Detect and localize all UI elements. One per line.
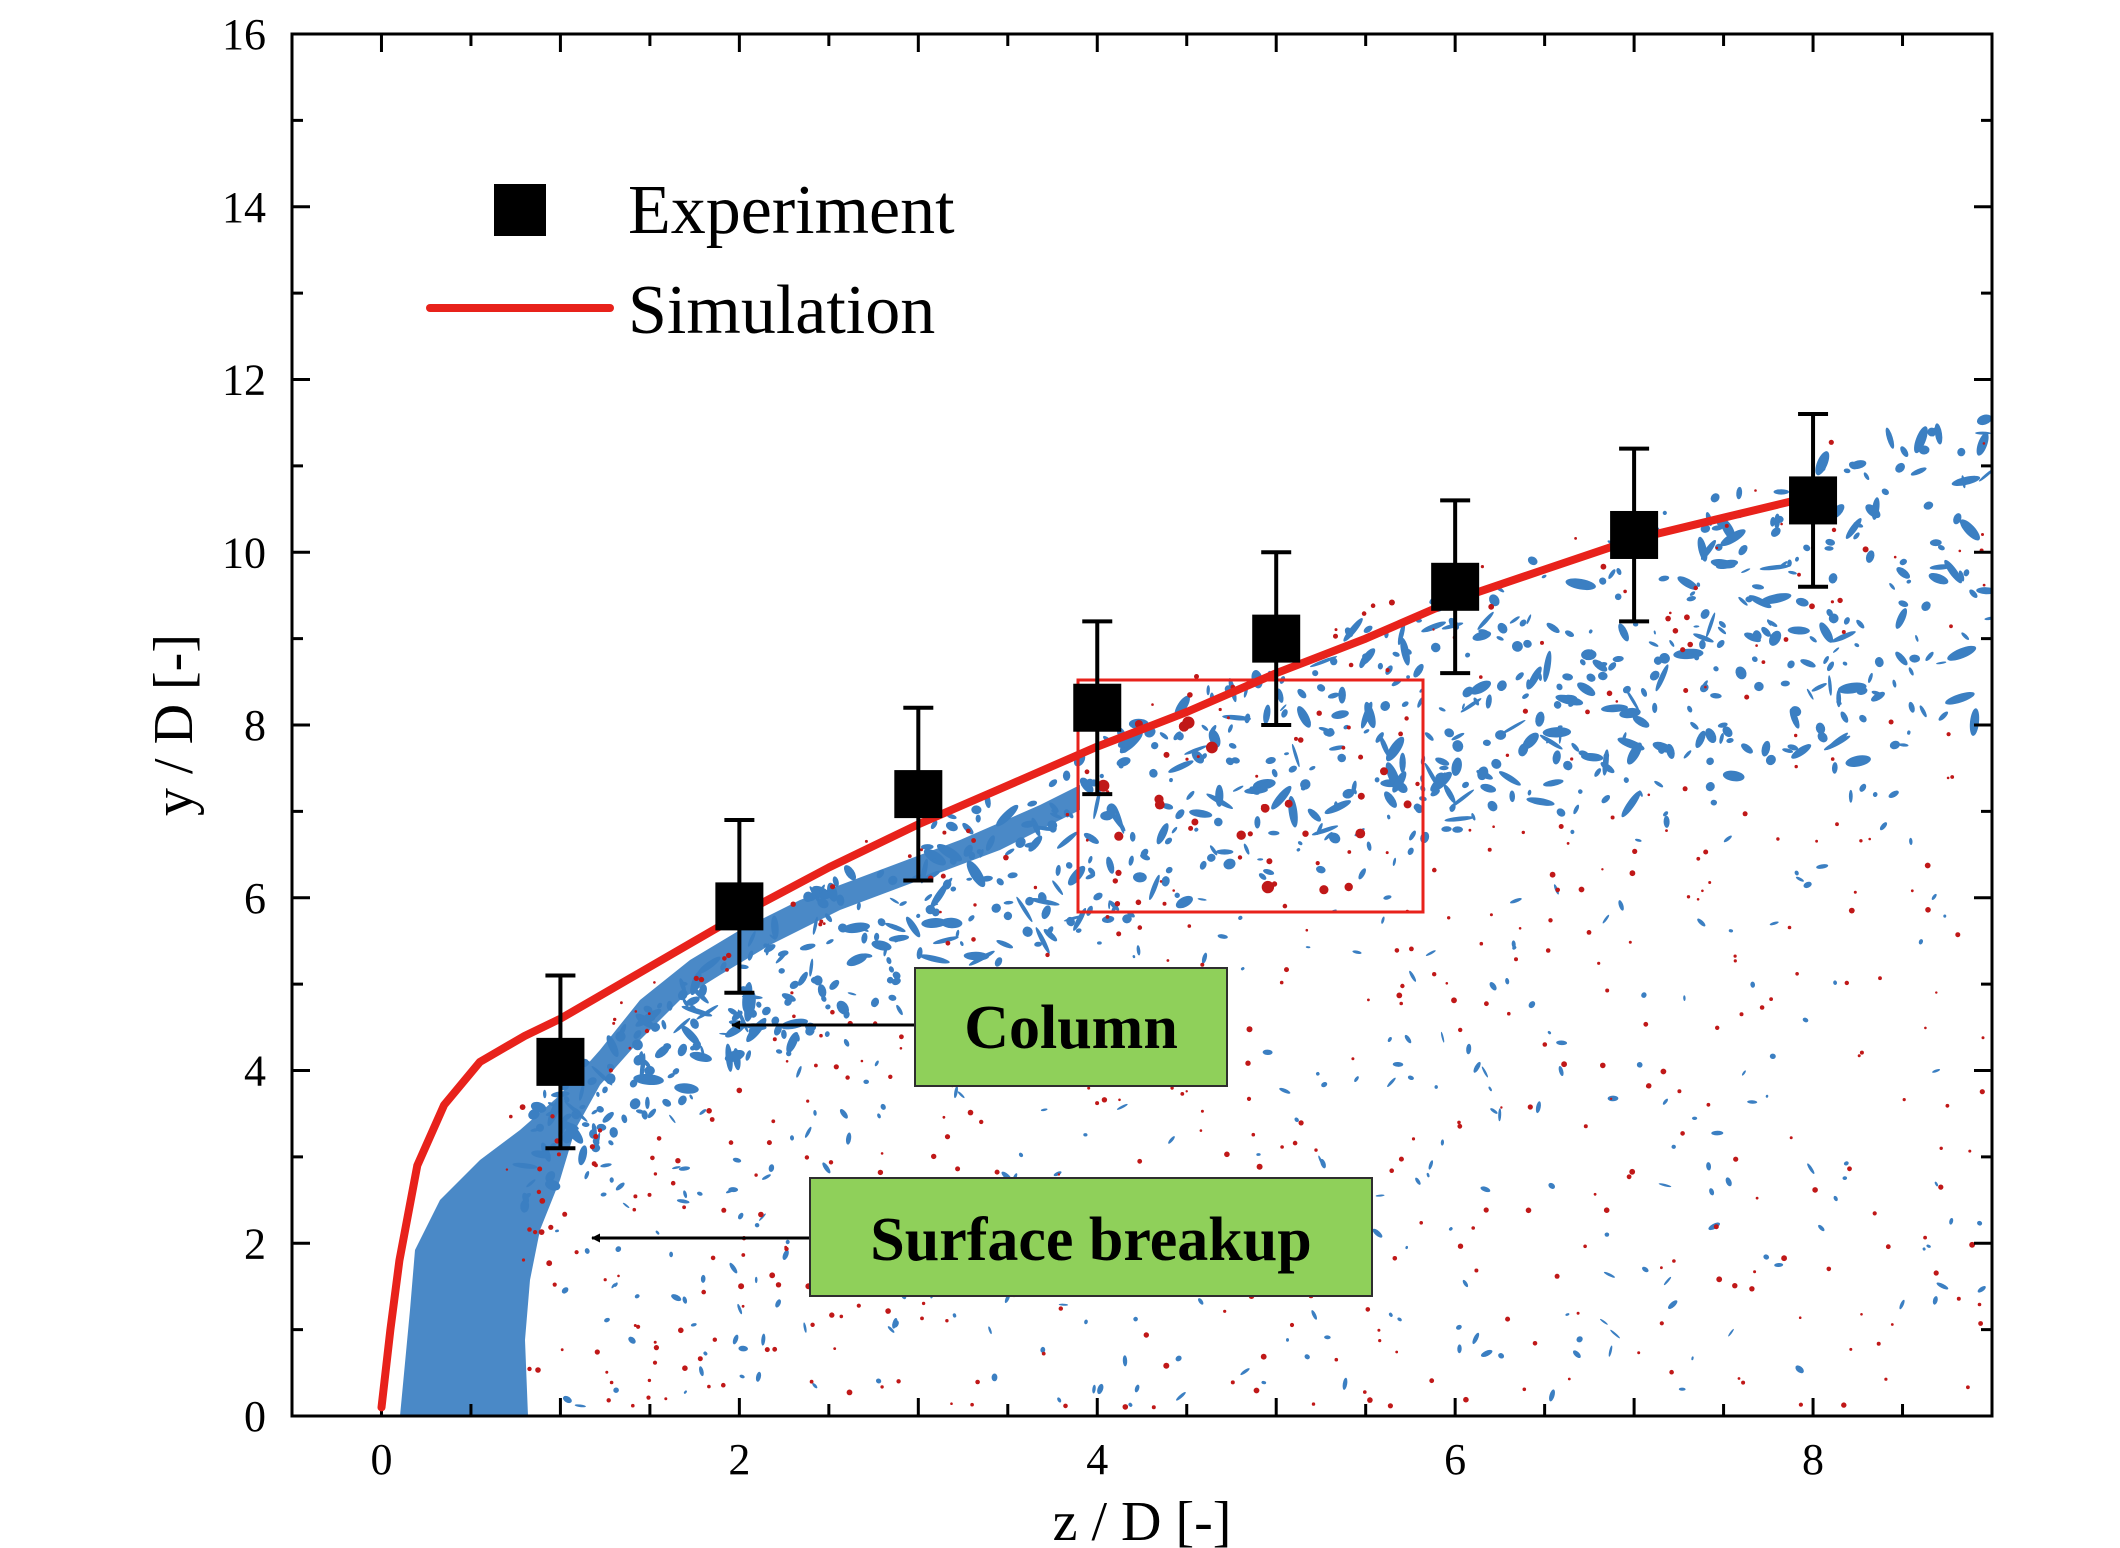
experiment-marker	[1073, 683, 1122, 732]
y-axis-label: y / D [-]	[143, 634, 205, 816]
y-tick-label: 10	[222, 528, 266, 577]
experiment-point	[536, 973, 585, 1151]
experiment-marker	[1431, 562, 1480, 611]
legend-label-simulation: Simulation	[628, 272, 935, 349]
experiment-point	[1789, 412, 1838, 589]
experiment-marker	[1610, 510, 1659, 559]
x-tick-label: 6	[1444, 1435, 1466, 1484]
experiment-point	[1431, 498, 1480, 676]
legend: Experiment Simulation	[426, 172, 955, 349]
annotation-column: Column	[731, 967, 1228, 1087]
x-tick-label: 2	[728, 1435, 750, 1484]
annotation-surface-breakup: Surface breakup	[591, 1177, 1373, 1297]
y-axis-ticks: 0 2 4 6 8 10 12 14 16	[222, 10, 1992, 1441]
legend-marker-experiment	[494, 184, 546, 236]
y-tick-label: 6	[244, 874, 266, 923]
spray-visualization	[400, 414, 1992, 1416]
y-tick-label: 2	[244, 1219, 266, 1268]
y-tick-label: 14	[222, 183, 266, 232]
series-line-simulation	[377, 492, 1818, 1412]
y-tick-label: 16	[222, 10, 266, 59]
x-tick-label: 8	[1802, 1435, 1824, 1484]
x-tick-label: 4	[1086, 1435, 1108, 1484]
experiment-marker	[536, 1037, 585, 1086]
annotation-label-surface-breakup: Surface breakup	[870, 1206, 1312, 1274]
x-tick-label: 0	[370, 1435, 392, 1484]
annotation-label-column: Column	[964, 994, 1178, 1062]
liquid-column	[400, 785, 1080, 1416]
experiment-point	[715, 818, 764, 995]
y-tick-label: 4	[244, 1047, 266, 1096]
annotation-box-column	[914, 967, 1228, 1087]
series-experiment	[536, 412, 1838, 1151]
experiment-point	[1252, 550, 1301, 727]
experiment-point	[1610, 446, 1659, 624]
x-axis-ticks: 0 2 4 6 8	[290, 34, 1905, 1484]
legend-label-experiment: Experiment	[628, 172, 955, 249]
y-tick-label: 8	[244, 701, 266, 750]
experiment-point	[894, 705, 943, 883]
experiment-point	[1073, 619, 1122, 797]
x-axis-label: z / D [-]	[1053, 1491, 1232, 1548]
experiment-marker	[894, 770, 943, 819]
experiment-marker	[1789, 476, 1838, 525]
experiment-marker	[715, 882, 764, 931]
y-tick-label: 0	[244, 1392, 266, 1441]
y-tick-label: 12	[222, 356, 266, 405]
experiment-marker	[1252, 614, 1301, 663]
annotation-box-surface-breakup	[809, 1177, 1373, 1297]
